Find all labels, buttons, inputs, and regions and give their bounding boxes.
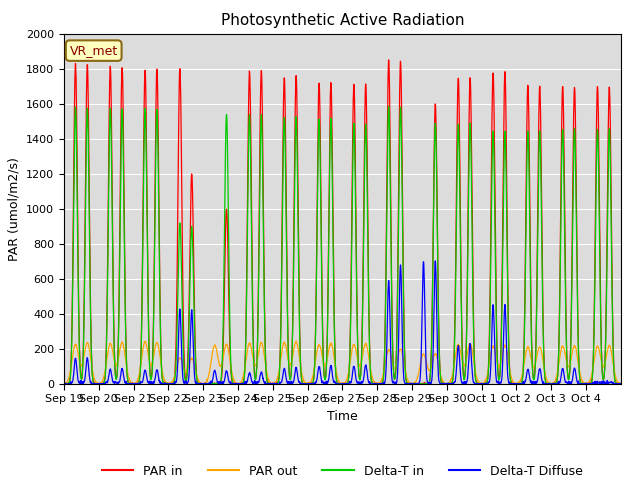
Legend: PAR in, PAR out, Delta-T in, Delta-T Diffuse: PAR in, PAR out, Delta-T in, Delta-T Dif… [97, 460, 588, 480]
Text: VR_met: VR_met [70, 44, 118, 57]
X-axis label: Time: Time [327, 410, 358, 423]
Y-axis label: PAR (umol/m2/s): PAR (umol/m2/s) [8, 157, 20, 261]
Title: Photosynthetic Active Radiation: Photosynthetic Active Radiation [221, 13, 464, 28]
